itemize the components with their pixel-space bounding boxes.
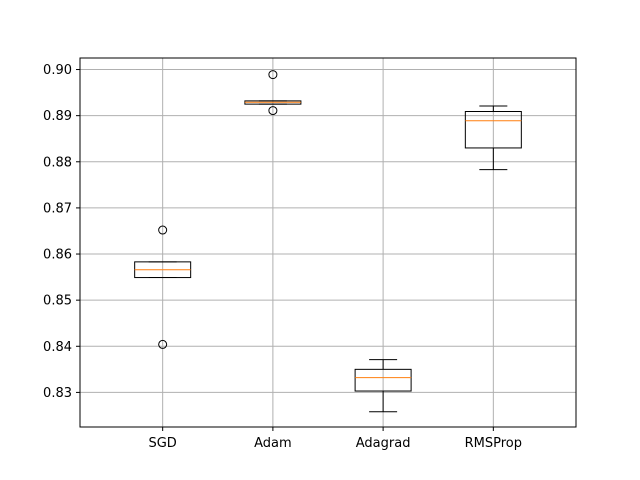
y-tick-label: 0.83 [43, 386, 72, 401]
y-tick-label: 0.88 [43, 155, 72, 170]
outlier-point [268, 70, 278, 80]
plot-frame [79, 57, 577, 428]
grid-layer [80, 58, 576, 427]
iqr-box [464, 111, 522, 149]
x-tick-label: Adam [254, 436, 292, 451]
y-tick-label: 0.90 [43, 63, 72, 78]
outlier-point [268, 106, 278, 116]
y-tick-label: 0.85 [43, 294, 72, 309]
outlier-point [158, 339, 168, 349]
outlier-point [158, 225, 168, 235]
y-tick-label: 0.89 [43, 109, 72, 124]
y-tick-label: 0.86 [43, 248, 72, 263]
iqr-box [354, 368, 412, 392]
x-tick-label: Adagrad [356, 436, 411, 451]
x-tick-label: RMSProp [465, 436, 522, 451]
box-adam [244, 70, 302, 116]
tick-layer: 0.83 0.84 0.85 0.86 0.87 0.88 0.89 0.90 SGD Adam A… [43, 63, 522, 451]
box-sgd [134, 225, 192, 349]
y-tick-label: 0.84 [43, 340, 72, 355]
box-rmsprop [464, 105, 522, 171]
box-layer [134, 70, 522, 413]
y-tick-label: 0.87 [43, 201, 72, 216]
x-tick-label: SGD [148, 436, 176, 451]
box-adagrad [354, 359, 412, 413]
